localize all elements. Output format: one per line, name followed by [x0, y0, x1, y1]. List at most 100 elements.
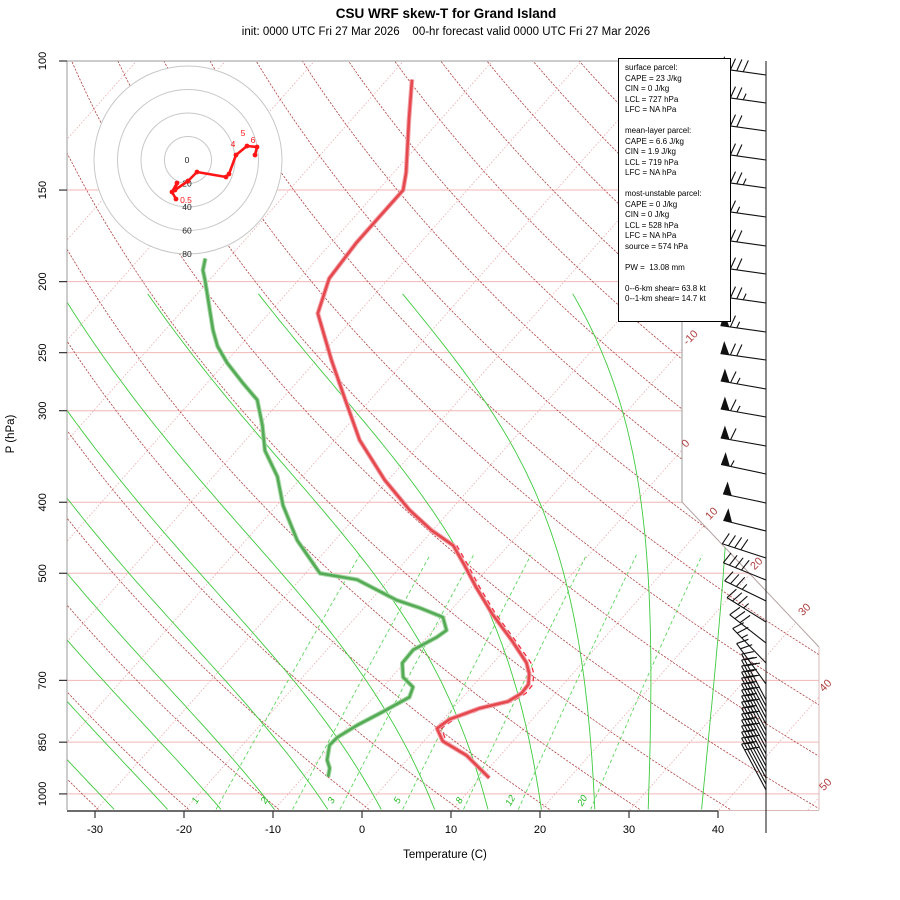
pressure-tick-label: 700 — [37, 671, 49, 689]
wind-barb-full — [729, 286, 736, 299]
wind-barb-full — [740, 644, 753, 650]
wind-barb-staff — [720, 437, 767, 447]
wind-barb-staff — [741, 737, 767, 785]
wind-barb-full — [729, 143, 736, 156]
moist-adiabat-line — [67, 293, 329, 810]
mixing-ratio-line — [463, 554, 587, 810]
temp-tick-label: 10 — [445, 824, 457, 836]
hodograph: 0 20 40 60 80 0.5 456 — [93, 65, 283, 259]
mixing-ratio-label: 3 — [326, 795, 339, 806]
pressure-tick-label: 1000 — [37, 782, 49, 806]
dry-adiabat-line — [348, 61, 819, 810]
wind-barb-staff — [722, 543, 767, 559]
page-title: CSU WRF skew-T for Grand Island — [335, 6, 557, 21]
wind-barb-staff — [741, 701, 767, 749]
wind-barb-pennant — [722, 481, 732, 496]
mixing-ratio-line — [517, 554, 637, 810]
moist-adiabat-line — [258, 293, 542, 810]
wind-barb — [720, 452, 767, 475]
parcel-info-box: surface parcel: CAPE = 23 J/kg CIN = 0 J… — [618, 58, 731, 322]
wind-barb-full — [741, 723, 754, 727]
isotherm-edge-label: 40 — [817, 677, 834, 694]
wind-barb-full — [734, 610, 746, 620]
wind-barb-half — [730, 460, 735, 467]
page-subtitle: init: 0000 UTC Fri 27 Mar 2026 00-hr for… — [241, 26, 651, 38]
wind-barb-staff — [741, 653, 767, 701]
wind-barb-staff — [741, 713, 767, 761]
wind-barb-pennant — [720, 368, 730, 383]
dry-adiabat-line — [302, 61, 819, 810]
hodograph-km-label: 5 — [241, 128, 246, 138]
mixing-ratio-label: 20 — [575, 793, 591, 809]
pressure-tick-label: 250 — [37, 344, 49, 362]
wind-barb — [720, 425, 767, 447]
wind-barb-staff — [741, 659, 767, 707]
mixing-ratio-label: 12 — [503, 793, 518, 808]
wind-barb-full — [741, 729, 754, 733]
hodograph-outer-ring — [93, 65, 283, 255]
wind-barb-half — [742, 93, 747, 101]
wind-barb-full — [730, 428, 737, 440]
temp-tick-label: 30 — [623, 824, 635, 836]
wind-barb-full — [740, 559, 750, 571]
wind-barb-full — [729, 606, 741, 616]
wind-barb-full — [741, 681, 754, 685]
wind-barb-full — [729, 343, 736, 356]
wind-barb-full — [741, 735, 754, 739]
wind-barb-full — [736, 115, 743, 128]
mixing-ratio-line — [590, 554, 703, 810]
mixing-ratio-label: 1 — [190, 796, 202, 806]
mixing-ratio-line — [292, 554, 431, 810]
dry-adiabat-line — [67, 61, 460, 810]
wind-barb-pennant — [721, 452, 730, 467]
wind-barb-full — [741, 741, 754, 745]
isotherm-line — [807, 61, 819, 810]
wind-barb-full — [736, 172, 743, 185]
temperature-curve — [316, 79, 531, 779]
wind-barb-full — [736, 638, 749, 645]
wind-barb-full — [735, 576, 746, 587]
wind-barb-staff — [741, 665, 767, 713]
hodograph-ring-label: 80 — [182, 249, 192, 259]
wind-barb-full — [729, 257, 736, 270]
isotherm-edge-label: 50 — [817, 776, 834, 793]
temp-tick-label: 40 — [712, 824, 724, 836]
wind-barb-pennant — [720, 341, 730, 355]
hodograph-ring — [117, 89, 259, 231]
wind-barb-staff — [722, 493, 767, 504]
wind-barb-staff — [741, 707, 767, 755]
wind-barb-full — [728, 555, 738, 566]
wind-barb-half — [736, 321, 741, 329]
wind-barb-full — [729, 86, 736, 99]
wind-barb-half — [742, 178, 747, 186]
wind-barb-full — [741, 693, 754, 697]
moist-adiabat-line — [67, 293, 222, 810]
temperature-curve-halo — [315, 79, 532, 780]
wind-barb-full — [732, 592, 743, 602]
wind-barb-full — [741, 657, 754, 661]
wind-barb-full — [736, 87, 743, 100]
hodograph-point — [226, 171, 232, 177]
pressure-tick-label: 500 — [37, 564, 49, 582]
hodograph-ring-label: 60 — [182, 226, 192, 236]
wind-barb-full — [729, 114, 736, 127]
wind-barb-staff — [741, 743, 767, 791]
hodograph-point — [244, 143, 250, 149]
hodograph-point — [185, 178, 191, 184]
parcel-curve — [440, 545, 535, 779]
wind-barb-full — [734, 557, 744, 568]
wind-barb-staff — [741, 689, 767, 737]
wind-barb-full — [741, 669, 754, 673]
temp-tick-label: -30 — [87, 824, 103, 836]
wind-barb-full — [736, 59, 743, 72]
x-axis-title: Temperature (C) — [403, 849, 487, 861]
wind-barb-full — [744, 746, 757, 751]
moist-adiabat-line — [0, 294, 61, 810]
temp-tick-label: -20 — [176, 824, 192, 836]
wind-barb — [724, 571, 767, 602]
wind-barb-full — [741, 687, 754, 691]
diagonal-cut-border — [681, 501, 820, 648]
wind-barb-full — [721, 533, 730, 545]
